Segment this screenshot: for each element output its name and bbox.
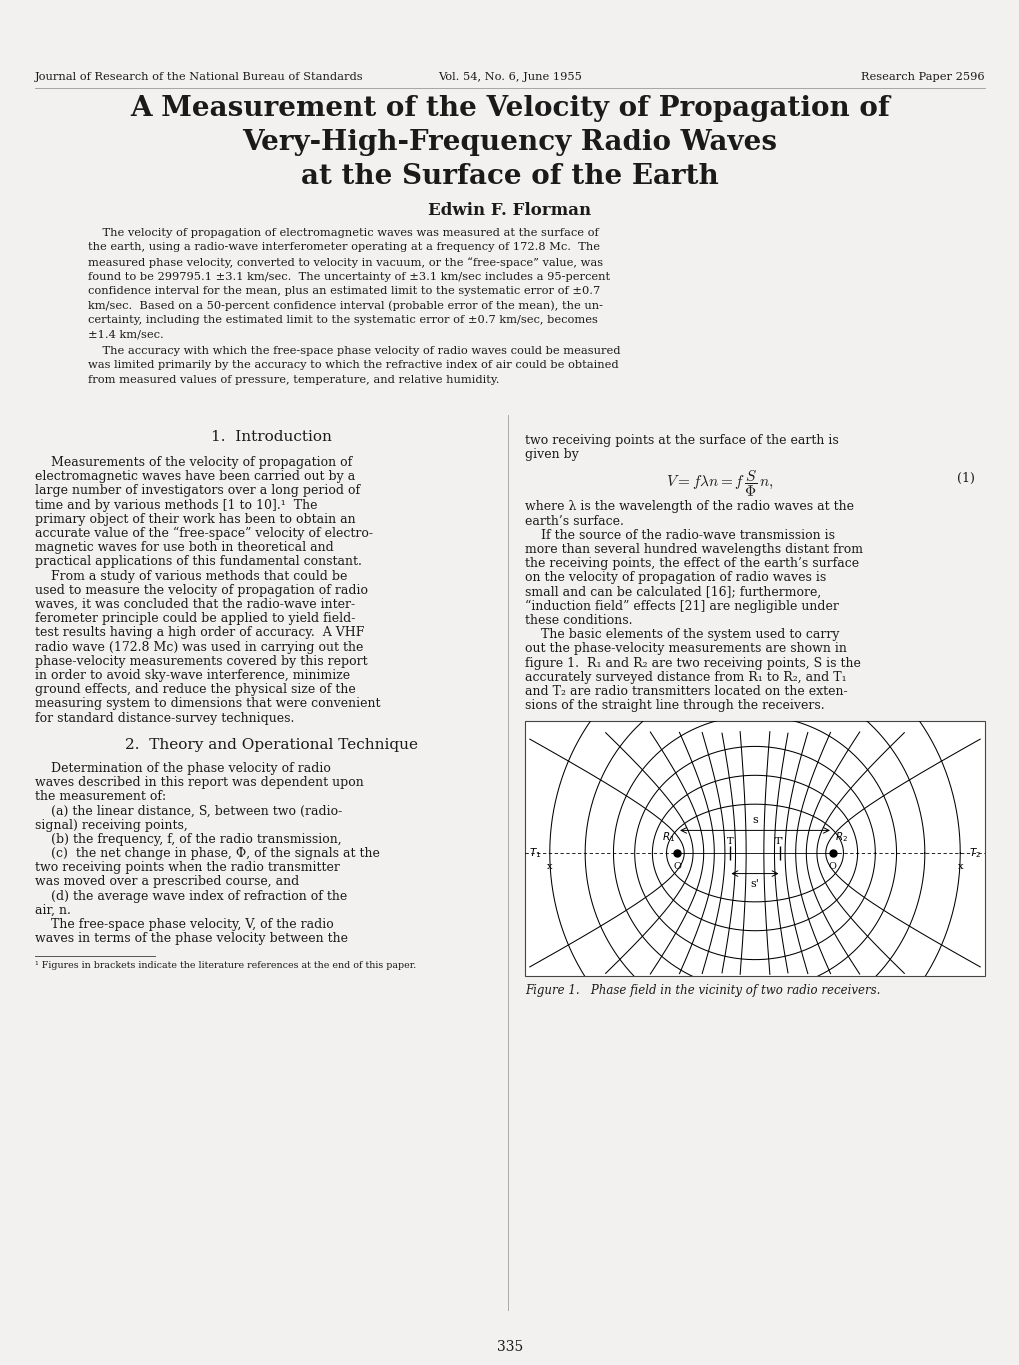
Text: Very-High-Frequency Radio Waves: Very-High-Frequency Radio Waves — [243, 130, 776, 156]
Text: x: x — [957, 863, 962, 871]
Text: and T₂ are radio transmitters located on the exten-: and T₂ are radio transmitters located on… — [525, 685, 847, 698]
Text: T: T — [727, 837, 733, 845]
Text: The accuracy with which the free-space phase velocity of radio waves could be me: The accuracy with which the free-space p… — [88, 345, 620, 356]
Text: the earth, using a radio-wave interferometer operating at a frequency of 172.8 M: the earth, using a radio-wave interferom… — [88, 243, 599, 253]
Text: more than several hundred wavelengths distant from: more than several hundred wavelengths di… — [525, 543, 862, 556]
Text: Journal of Research of the National Bureau of Standards: Journal of Research of the National Bure… — [35, 72, 363, 82]
Text: out the phase-velocity measurements are shown in: out the phase-velocity measurements are … — [525, 643, 846, 655]
Text: T': T' — [774, 837, 784, 845]
Text: ground effects, and reduce the physical size of the: ground effects, and reduce the physical … — [35, 684, 356, 696]
Text: was moved over a prescribed course, and: was moved over a prescribed course, and — [35, 875, 299, 889]
Text: $T_2$: $T_2$ — [968, 846, 980, 860]
Text: phase-velocity measurements covered by this report: phase-velocity measurements covered by t… — [35, 655, 367, 667]
Text: electromagnetic waves have been carried out by a: electromagnetic waves have been carried … — [35, 470, 355, 483]
Text: The velocity of propagation of electromagnetic waves was measured at the surface: The velocity of propagation of electroma… — [88, 228, 598, 238]
Text: on the velocity of propagation of radio waves is: on the velocity of propagation of radio … — [525, 572, 825, 584]
Text: earth’s surface.: earth’s surface. — [525, 515, 624, 528]
Text: magnetic waves for use both in theoretical and: magnetic waves for use both in theoretic… — [35, 541, 333, 554]
Text: ferometer principle could be applied to yield field-: ferometer principle could be applied to … — [35, 612, 355, 625]
Text: ¹ Figures in brackets indicate the literature references at the end of this pape: ¹ Figures in brackets indicate the liter… — [35, 961, 416, 971]
Text: two receiving points at the surface of the earth is: two receiving points at the surface of t… — [525, 434, 838, 446]
Text: 2.  Theory and Operational Technique: 2. Theory and Operational Technique — [125, 738, 418, 752]
Text: waves in terms of the phase velocity between the: waves in terms of the phase velocity bet… — [35, 932, 347, 945]
Text: $T_1$: $T_1$ — [528, 846, 540, 860]
Text: time and by various methods [1 to 10].¹  The: time and by various methods [1 to 10].¹ … — [35, 498, 317, 512]
Text: (c)  the net change in phase, Φ, of the signals at the: (c) the net change in phase, Φ, of the s… — [35, 848, 379, 860]
Text: practical applications of this fundamental constant.: practical applications of this fundament… — [35, 556, 362, 568]
Text: Research Paper 2596: Research Paper 2596 — [860, 72, 984, 82]
Text: If the source of the radio-wave transmission is: If the source of the radio-wave transmis… — [525, 528, 835, 542]
Text: two receiving points when the radio transmitter: two receiving points when the radio tran… — [35, 861, 339, 874]
Text: From a study of various methods that could be: From a study of various methods that cou… — [35, 569, 347, 583]
Text: “induction field” effects [21] are negligible under: “induction field” effects [21] are negli… — [525, 599, 838, 613]
Text: 335: 335 — [496, 1340, 523, 1354]
Text: $R_2$: $R_2$ — [834, 830, 847, 844]
Text: Vol. 54, No. 6, June 1955: Vol. 54, No. 6, June 1955 — [437, 72, 582, 82]
Text: primary object of their work has been to obtain an: primary object of their work has been to… — [35, 513, 356, 526]
Text: for standard distance-survey techniques.: for standard distance-survey techniques. — [35, 711, 294, 725]
Text: large number of investigators over a long period of: large number of investigators over a lon… — [35, 485, 360, 497]
Text: A Measurement of the Velocity of Propagation of: A Measurement of the Velocity of Propaga… — [130, 96, 889, 121]
Text: O: O — [828, 863, 836, 871]
Text: $R_1$: $R_1$ — [661, 830, 675, 844]
Text: the receiving points, the effect of the earth’s surface: the receiving points, the effect of the … — [525, 557, 858, 571]
Text: ±1.4 km/sec.: ±1.4 km/sec. — [88, 329, 164, 340]
Text: The free-space phase velocity, V, of the radio: The free-space phase velocity, V, of the… — [35, 919, 333, 931]
Text: km/sec.  Based on a 50-percent confidence interval (probable error of the mean),: km/sec. Based on a 50-percent confidence… — [88, 300, 602, 311]
Text: these conditions.: these conditions. — [525, 614, 632, 627]
Text: signal) receiving points,: signal) receiving points, — [35, 819, 187, 831]
Text: radio wave (172.8 Mc) was used in carrying out the: radio wave (172.8 Mc) was used in carryi… — [35, 640, 363, 654]
Text: waves, it was concluded that the radio-wave inter-: waves, it was concluded that the radio-w… — [35, 598, 355, 612]
Text: x: x — [546, 863, 552, 871]
Text: Figure 1.   Phase field in the vicinity of two radio receivers.: Figure 1. Phase field in the vicinity of… — [525, 984, 879, 998]
Text: accurate value of the “free-space” velocity of electro-: accurate value of the “free-space” veloc… — [35, 527, 373, 541]
Text: given by: given by — [525, 448, 579, 461]
Text: was limited primarily by the accuracy to which the refractive index of air could: was limited primarily by the accuracy to… — [88, 360, 618, 370]
Text: waves described in this report was dependent upon: waves described in this report was depen… — [35, 775, 364, 789]
Text: figure 1.  R₁ and R₂ are two receiving points, S is the: figure 1. R₁ and R₂ are two receiving po… — [525, 657, 860, 670]
Text: s': s' — [750, 879, 759, 890]
Text: accurately surveyed distance from R₁ to R₂, and T₁: accurately surveyed distance from R₁ to … — [525, 670, 846, 684]
Text: where λ is the wavelength of the radio waves at the: where λ is the wavelength of the radio w… — [525, 501, 853, 513]
Text: small and can be calculated [16]; furthermore,: small and can be calculated [16]; furthe… — [525, 586, 820, 599]
Text: (a) the linear distance, S, between two (radio-: (a) the linear distance, S, between two … — [35, 804, 342, 818]
Text: s: s — [751, 815, 757, 826]
Text: Edwin F. Florman: Edwin F. Florman — [428, 202, 591, 218]
Text: air, n.: air, n. — [35, 904, 70, 917]
Text: measuring system to dimensions that were convenient: measuring system to dimensions that were… — [35, 698, 380, 710]
Text: (d) the average wave index of refraction of the: (d) the average wave index of refraction… — [35, 890, 346, 902]
Text: (b) the frequency, f, of the radio transmission,: (b) the frequency, f, of the radio trans… — [35, 833, 341, 846]
Text: $V=f\lambda n=f\,\dfrac{S}{\Phi}\,n,$: $V=f\lambda n=f\,\dfrac{S}{\Phi}\,n,$ — [665, 468, 773, 498]
Text: test results having a high order of accuracy.  A VHF: test results having a high order of accu… — [35, 627, 364, 639]
Text: the measurement of:: the measurement of: — [35, 790, 166, 803]
Text: found to be 299795.1 ±3.1 km/sec.  The uncertainty of ±3.1 km/sec includes a 95-: found to be 299795.1 ±3.1 km/sec. The un… — [88, 272, 609, 281]
Text: in order to avoid sky-wave interference, minimize: in order to avoid sky-wave interference,… — [35, 669, 350, 682]
Text: O: O — [673, 863, 681, 871]
Text: The basic elements of the system used to carry: The basic elements of the system used to… — [525, 628, 839, 642]
Text: measured phase velocity, converted to velocity in vacuum, or the “free-space” va: measured phase velocity, converted to ve… — [88, 257, 602, 268]
Text: (1): (1) — [956, 472, 974, 486]
Text: certainty, including the estimated limit to the systematic error of ±0.7 km/sec,: certainty, including the estimated limit… — [88, 315, 597, 325]
Text: Measurements of the velocity of propagation of: Measurements of the velocity of propagat… — [35, 456, 352, 470]
Text: 1.  Introduction: 1. Introduction — [211, 430, 331, 444]
Text: sions of the straight line through the receivers.: sions of the straight line through the r… — [525, 699, 823, 713]
Text: at the Surface of the Earth: at the Surface of the Earth — [301, 162, 718, 190]
Text: used to measure the velocity of propagation of radio: used to measure the velocity of propagat… — [35, 584, 368, 597]
Text: from measured values of pressure, temperature, and relative humidity.: from measured values of pressure, temper… — [88, 375, 499, 385]
Text: confidence interval for the mean, plus an estimated limit to the systematic erro: confidence interval for the mean, plus a… — [88, 287, 599, 296]
Bar — [525, 721, 984, 976]
Text: Determination of the phase velocity of radio: Determination of the phase velocity of r… — [35, 762, 330, 775]
